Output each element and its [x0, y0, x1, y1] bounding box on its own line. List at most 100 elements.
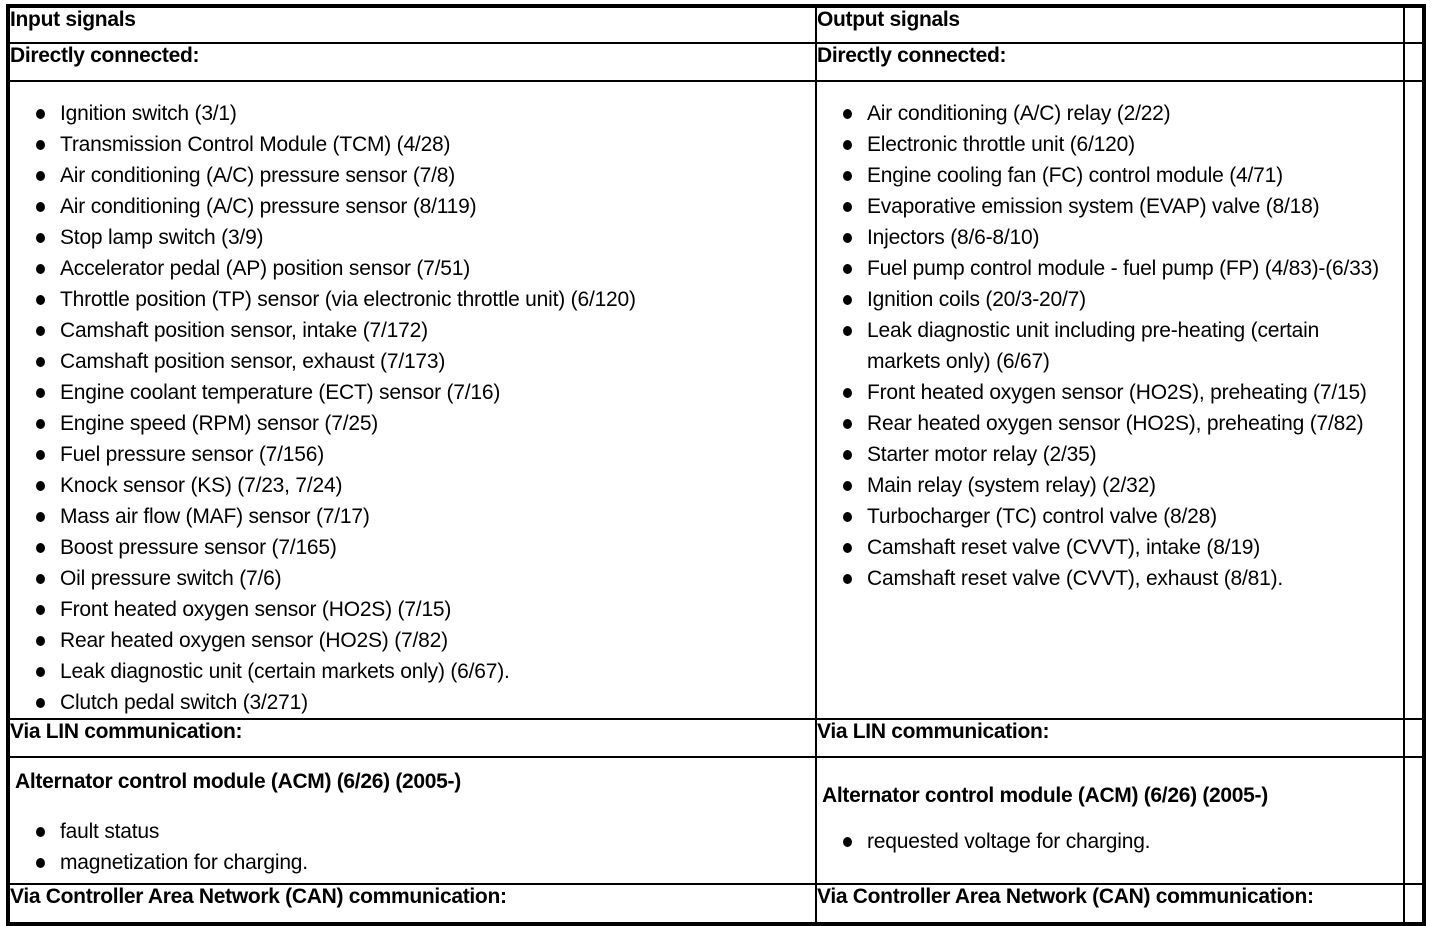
- list-item: Camshaft reset valve (CVVT), exhaust (8/…: [831, 563, 1391, 594]
- list-item: Rear heated oxygen sensor (HO2S), prehea…: [831, 408, 1391, 439]
- list-item: magnetization for charging.: [24, 847, 803, 878]
- bullet-icon: [36, 827, 45, 837]
- list-item: Electronic throttle unit (6/120): [831, 129, 1391, 160]
- spacer-cell: [1403, 80, 1425, 720]
- bullet-icon: [843, 264, 852, 274]
- list-item-label: magnetization for charging.: [60, 851, 308, 874]
- list-item: Engine speed (RPM) sensor (7/25): [24, 408, 803, 439]
- input-via-lin-label: Via LIN communication:: [7, 718, 817, 758]
- list-item-label: Clutch pedal switch (3/271): [60, 691, 308, 714]
- bullet-icon: [843, 171, 852, 181]
- header-row: Input signals Output signals: [7, 5, 1425, 44]
- via-lin-row: Via LIN communication: Via LIN communica…: [7, 718, 1425, 758]
- bullet-icon: [843, 295, 852, 305]
- bullet-icon: [36, 295, 45, 305]
- list-item-label: Accelerator pedal (AP) position sensor (…: [60, 257, 471, 280]
- list-item-label: Rear heated oxygen sensor (HO2S), prehea…: [867, 412, 1364, 435]
- bullet-icon: [843, 202, 852, 212]
- list-item-label: Transmission Control Module (TCM) (4/28): [60, 133, 451, 156]
- input-directly-connected-label: Directly connected:: [7, 42, 817, 82]
- list-item: Injectors (8/6-8/10): [831, 222, 1391, 253]
- bullet-icon: [843, 388, 852, 398]
- list-item-label: Camshaft position sensor, intake (7/172): [60, 319, 428, 342]
- bullet-icon: [36, 512, 45, 522]
- list-item-label: Evaporative emission system (EVAP) valve…: [867, 195, 1320, 218]
- list-item-label: Knock sensor (KS) (7/23, 7/24): [60, 474, 343, 497]
- list-item: Evaporative emission system (EVAP) valve…: [831, 191, 1391, 222]
- output-directly-connected-label: Directly connected:: [815, 42, 1405, 82]
- list-item: Fuel pressure sensor (7/156): [24, 439, 803, 470]
- spacer-cell: [1403, 718, 1425, 758]
- output-acm-cell: Alternator control module (ACM) (6/26) (…: [815, 756, 1405, 885]
- bullet-icon: [843, 109, 852, 119]
- list-item-label: Air conditioning (A/C) relay (2/22): [867, 102, 1171, 125]
- list-item-label: Air conditioning (A/C) pressure sensor (…: [60, 164, 456, 187]
- list-item: Leak diagnostic unit including pre-heati…: [831, 315, 1391, 377]
- list-item: Fuel pump control module - fuel pump (FP…: [831, 253, 1391, 284]
- list-item-label: Fuel pump control module - fuel pump (FP…: [867, 257, 1379, 280]
- signals-table: Input signals Output signals Directly co…: [6, 4, 1426, 926]
- bullet-icon: [36, 326, 45, 336]
- bullet-icon: [36, 574, 45, 584]
- list-item: Main relay (system relay) (2/32): [831, 470, 1391, 501]
- bullet-icon: [843, 326, 852, 336]
- list-item-label: Leak diagnostic unit including pre-heati…: [867, 319, 1320, 373]
- list-item: Stop lamp switch (3/9): [24, 222, 803, 253]
- list-item: requested voltage for charging.: [831, 826, 1391, 857]
- bullet-icon: [843, 140, 852, 150]
- list-item-label: Ignition switch (3/1): [60, 102, 237, 125]
- list-item: Engine coolant temperature (ECT) sensor …: [24, 377, 803, 408]
- list-item: Throttle position (TP) sensor (via elect…: [24, 284, 803, 315]
- bullet-icon: [36, 357, 45, 367]
- bullet-icon: [36, 543, 45, 553]
- output-via-lin-label: Via LIN communication:: [815, 718, 1405, 758]
- list-item: Front heated oxygen sensor (HO2S), prehe…: [831, 377, 1391, 408]
- bullet-icon: [36, 233, 45, 243]
- list-item: Turbocharger (TC) control valve (8/28): [831, 501, 1391, 532]
- input-signal-list: Ignition switch (3/1) Transmission Contr…: [10, 83, 814, 717]
- list-item: Ignition switch (3/1): [24, 98, 803, 129]
- spacer-cell: [1403, 883, 1425, 925]
- bullet-icon: [36, 858, 45, 868]
- directly-connected-row: Directly connected: Directly connected:: [7, 42, 1425, 82]
- spacer-cell: [1403, 5, 1425, 44]
- list-item: Accelerator pedal (AP) position sensor (…: [24, 253, 803, 284]
- bullet-icon: [36, 171, 45, 181]
- list-item: Boost pressure sensor (7/165): [24, 532, 803, 563]
- bullet-icon: [36, 636, 45, 646]
- list-item-label: Camshaft reset valve (CVVT), exhaust (8/…: [867, 567, 1284, 590]
- via-can-row: Via Controller Area Network (CAN) commun…: [7, 883, 1425, 925]
- list-item: Engine cooling fan (FC) control module (…: [831, 160, 1391, 191]
- list-item: Camshaft reset valve (CVVT), intake (8/1…: [831, 532, 1391, 563]
- bullet-icon: [843, 512, 852, 522]
- list-item: Starter motor relay (2/35): [831, 439, 1391, 470]
- list-item-label: Front heated oxygen sensor (HO2S), prehe…: [867, 381, 1367, 404]
- bullet-icon: [36, 481, 45, 491]
- bullet-icon: [843, 543, 852, 553]
- list-item: Camshaft position sensor, intake (7/172): [24, 315, 803, 346]
- output-signal-list: Air conditioning (A/C) relay (2/22) Elec…: [818, 83, 1402, 594]
- list-item-label: Air conditioning (A/C) pressure sensor (…: [60, 195, 477, 218]
- bullet-icon: [36, 388, 45, 398]
- list-item: Front heated oxygen sensor (HO2S) (7/15): [24, 594, 803, 625]
- list-item-label: Leak diagnostic unit (certain markets on…: [60, 660, 510, 683]
- input-signals-header: Input signals: [7, 5, 817, 44]
- list-item: Air conditioning (A/C) pressure sensor (…: [24, 191, 803, 222]
- list-item: Mass air flow (MAF) sensor (7/17): [24, 501, 803, 532]
- bullet-icon: [36, 419, 45, 429]
- list-item-label: Turbocharger (TC) control valve (8/28): [867, 505, 1217, 528]
- bullet-icon: [843, 450, 852, 460]
- list-item: Oil pressure switch (7/6): [24, 563, 803, 594]
- list-item-label: requested voltage for charging.: [867, 830, 1151, 853]
- input-signal-list-cell: Ignition switch (3/1) Transmission Contr…: [7, 80, 817, 720]
- list-item-label: fault status: [60, 820, 160, 843]
- bullet-icon: [843, 481, 852, 491]
- bullet-icon: [36, 605, 45, 615]
- list-item: fault status: [24, 816, 803, 847]
- list-item-label: Ignition coils (20/3-20/7): [867, 288, 1086, 311]
- list-item: Knock sensor (KS) (7/23, 7/24): [24, 470, 803, 501]
- list-item-label: Camshaft reset valve (CVVT), intake (8/1…: [867, 536, 1261, 559]
- bullet-icon: [36, 140, 45, 150]
- output-acm-list: requested voltage for charging.: [818, 808, 1402, 857]
- output-signals-header: Output signals: [815, 5, 1405, 44]
